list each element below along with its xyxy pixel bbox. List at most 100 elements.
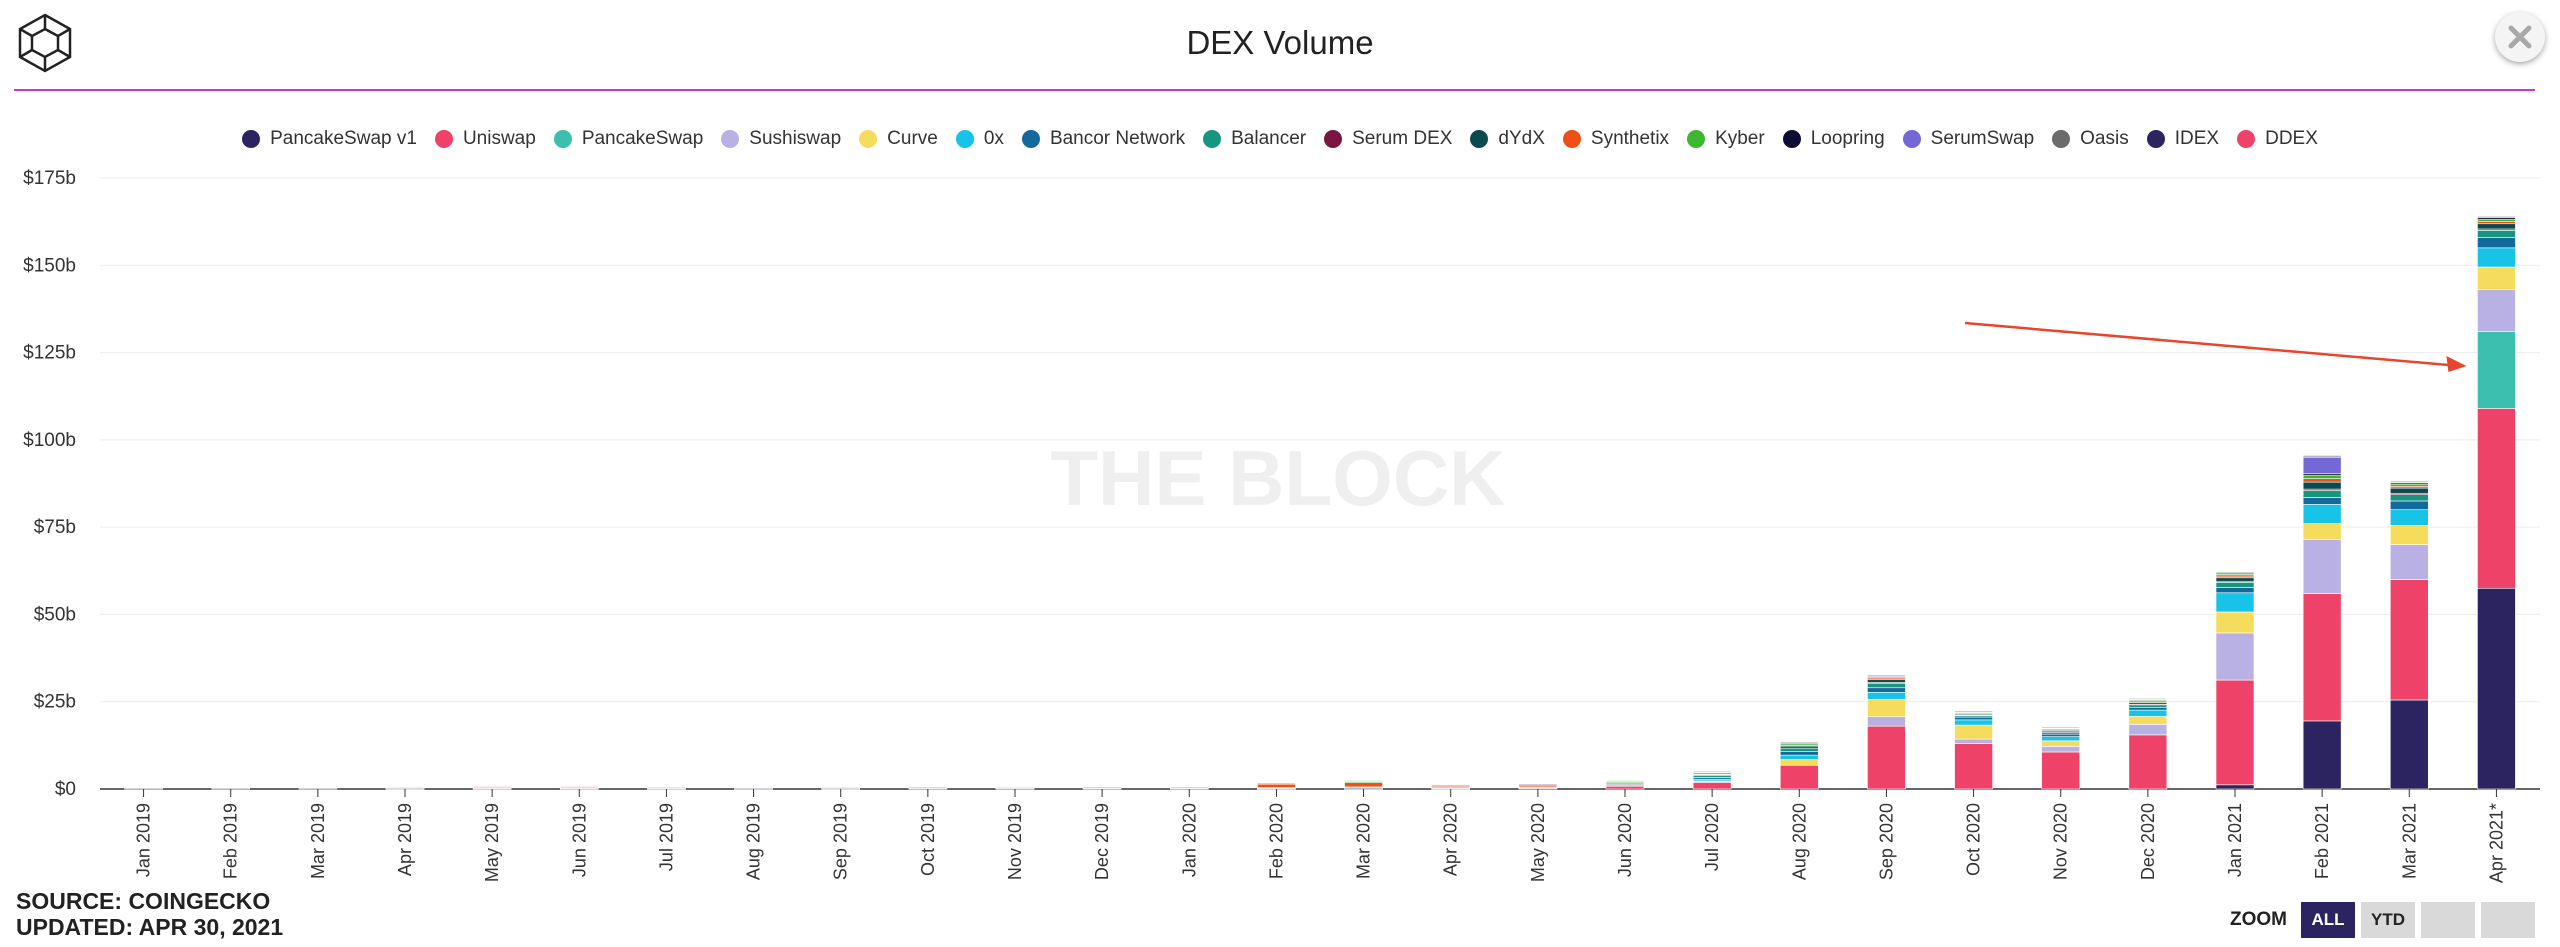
legend-label: Serum DEX [1352, 128, 1453, 149]
close-button[interactable] [2495, 12, 2545, 62]
x-tick-label: Apr 2021* [2486, 803, 2506, 883]
legend-marker [242, 130, 261, 148]
bar-segment [1779, 759, 1819, 766]
header-divider [14, 89, 2535, 91]
legend-item[interactable]: Kyber [1687, 128, 1765, 150]
bar-segment [2389, 483, 2429, 487]
bar-segment [1867, 674, 1906, 676]
x-tick-label: Jul 2020 [1702, 803, 1722, 871]
legend-item[interactable]: SerumSwap [1902, 128, 2034, 150]
bar-segment [1779, 754, 1819, 760]
bar-segment [2128, 709, 2168, 717]
y-tick-label: $0 [55, 779, 76, 800]
legend-item[interactable]: IDEX [2146, 128, 2219, 150]
legend-item[interactable]: DDEX [2237, 128, 2318, 150]
x-tick-label: Feb 2019 [221, 803, 241, 879]
legend-item[interactable]: Serum DEX [1324, 128, 1452, 150]
x-tick-label: Jun 2020 [1615, 803, 1635, 877]
legend-item[interactable]: Synthetix [1562, 128, 1669, 150]
bar-segment [1779, 751, 1819, 756]
legend-label: Uniswap [462, 128, 536, 149]
zoom-option-button[interactable] [2421, 902, 2475, 938]
bar-segment [2302, 481, 2342, 490]
stacked-bar-chart: THE BLOCK $0 $25b $50b $75b $100b $125b $150b $1… [23, 168, 2540, 883]
zoom-all-button[interactable]: ALL [2301, 902, 2355, 938]
legend-label: Oasis [2080, 128, 2129, 149]
legend-label: Curve [887, 128, 938, 149]
legend-label: Kyber [1715, 128, 1765, 149]
x-tick-label: Jan 2021 [2225, 803, 2245, 877]
bar-segment [2389, 544, 2429, 580]
bar-segment [1779, 747, 1819, 752]
legend-marker [955, 130, 974, 148]
bar-segment [1518, 783, 1558, 785]
updated-text: UPDATED: APR 30, 2021 [16, 914, 284, 940]
x-tick-label: Apr 2020 [1441, 803, 1461, 876]
y-tick-label: $50b [34, 604, 76, 625]
bar-segment [2477, 215, 2516, 218]
bar-segment [2041, 746, 2081, 753]
watermark: THE BLOCK [1051, 434, 1506, 522]
legend-item[interactable]: Loopring [1782, 128, 1885, 150]
legend-item[interactable]: 0x [955, 128, 1004, 150]
x-tick-label: Apr 2019 [395, 803, 415, 876]
x-tick-label: Mar 2020 [1354, 803, 1374, 879]
bar-segment [1954, 719, 1993, 726]
bar-segment [2477, 223, 2516, 230]
bar-segment [1605, 785, 1645, 790]
zoom-option-button[interactable] [2481, 902, 2535, 938]
bar-segment [2215, 571, 2255, 573]
zoom-ytd-button[interactable]: YTD [2361, 902, 2415, 938]
bar-segment [908, 786, 948, 789]
legend-marker [1470, 130, 1489, 148]
legend-item[interactable]: dYdX [1470, 128, 1545, 150]
x-tick-label: Nov 2019 [1005, 803, 1025, 880]
bar-segment [1257, 782, 1296, 784]
x-tick-label: Sep 2020 [1876, 803, 1896, 880]
legend-marker [2052, 130, 2071, 148]
x-tick-label: Aug 2019 [744, 803, 764, 880]
x-tick-label: Jan 2020 [1179, 803, 1199, 877]
legend-item[interactable]: PancakeSwap v1 [242, 128, 417, 150]
bar-segment [472, 786, 512, 788]
bar-segment [2041, 751, 2081, 790]
bar-segment [1954, 724, 1993, 740]
legend-marker [1562, 130, 1581, 148]
bar-segment [1954, 738, 1993, 744]
legend-item[interactable]: Curve [859, 128, 938, 150]
bar-segment [2302, 474, 2342, 479]
legend-item[interactable]: Balancer [1203, 128, 1306, 150]
annotation-arrowhead [2446, 356, 2467, 372]
y-tick-label: $150b [23, 255, 76, 276]
x-tick-label: Jun 2019 [569, 803, 589, 877]
bar-segment [1867, 691, 1906, 700]
bar-segment [2215, 611, 2255, 634]
legend-marker [2237, 130, 2256, 148]
bar-segment [2128, 716, 2168, 725]
y-tick-label: $100b [23, 430, 76, 451]
legend-item[interactable]: PancakeSwap [553, 128, 703, 150]
legend-marker [2146, 130, 2165, 148]
legend-item[interactable]: Sushiswap [721, 128, 841, 150]
legend-marker [1902, 130, 1921, 148]
x-tick-label: Dec 2019 [1092, 803, 1112, 880]
chart-legend: PancakeSwap v1 Uniswap PancakeSwap Sushiswa… [0, 124, 2560, 154]
legend-item[interactable]: Oasis [2052, 128, 2129, 150]
bar-segment [1082, 786, 1122, 789]
legend-label: Loopring [1810, 128, 1885, 149]
bar-segment [1867, 725, 1906, 790]
bar-segment [1605, 780, 1645, 782]
y-tick-label: $25b [34, 692, 76, 713]
bar-segment [2041, 726, 2081, 729]
bar-segment [2389, 481, 2429, 483]
legend-item[interactable]: Uniswap [434, 128, 536, 150]
bar-segment [2477, 587, 2516, 790]
legend-marker [1324, 130, 1343, 148]
bar-segment [1344, 780, 1383, 782]
legend-label: PancakeSwap v1 [270, 128, 417, 149]
bar-segment [2477, 237, 2516, 249]
bar-segment [1779, 764, 1819, 790]
the-block-logo-icon[interactable] [14, 12, 76, 74]
legend-marker [859, 130, 878, 148]
legend-item[interactable]: Bancor Network [1021, 128, 1185, 150]
